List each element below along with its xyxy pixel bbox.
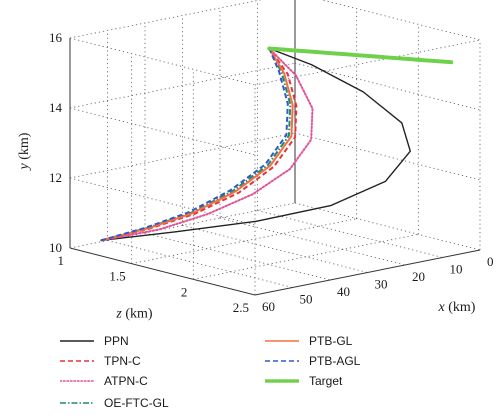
z-axis-label: z (km) — [115, 307, 153, 322]
legend-label: TPN-C — [104, 354, 141, 368]
x-tick-label: 20 — [412, 269, 425, 284]
legend-item: Target — [265, 372, 342, 390]
legend-label: OE-FTC-GL — [104, 396, 169, 410]
x-gridline — [144, 232, 331, 281]
series-line-ptb-gl — [100, 47, 294, 242]
legend-item: ATPN-C — [60, 372, 148, 390]
x-gridline — [219, 217, 406, 266]
legend-swatch — [265, 356, 299, 366]
grid-line — [69, 0, 263, 39]
chart-legend: PPN TPN-C ATPN-C OE-FTC-GL PTB-GL PTB-AGL Targ… — [0, 328, 500, 418]
y-tick-label: 14 — [49, 100, 63, 115]
legend-label: ATPN-C — [104, 374, 148, 388]
legend-swatch — [265, 336, 299, 346]
z-axis-line — [69, 247, 256, 296]
legend-swatch — [60, 376, 94, 386]
legend-label: PPN — [104, 334, 129, 348]
series-line-atpn-c — [100, 47, 314, 242]
y-axis-label: y (km) — [17, 132, 32, 171]
legend-item: PTB-GL — [265, 332, 352, 350]
grid-line — [69, 37, 256, 86]
grid-line — [320, 0, 481, 41]
chart-3d-plot: 10 12 14 16 1 1.5 2 2.5 0 10 20 30 40 50 60 y (km) z (km… — [17, 0, 494, 322]
z-tick-label: 2 — [181, 284, 188, 299]
x-gridline — [257, 210, 443, 258]
series-line-target — [267, 46, 454, 65]
z-gridline — [131, 218, 357, 265]
y-gridline — [69, 132, 296, 179]
grid-line — [254, 39, 481, 86]
legend-swatch — [265, 376, 299, 386]
x-tick-label: 10 — [450, 262, 463, 277]
legend-label: Target — [309, 374, 343, 388]
z-gridline — [193, 233, 419, 280]
legend-item: TPN-C — [60, 352, 141, 370]
x-axis-line — [254, 249, 481, 296]
z-tick-label: 1.5 — [109, 269, 125, 284]
series-line-ppn — [101, 47, 411, 242]
y-gridline — [69, 177, 256, 226]
x-tick-label: 40 — [337, 284, 350, 299]
legend-item: PTB-AGL — [265, 352, 360, 370]
y-gridline — [294, 132, 481, 181]
y-tick-label: 16 — [49, 30, 63, 45]
grid-line — [294, 202, 481, 251]
y-gridline — [69, 107, 256, 156]
legend-item: OE-FTC-GL — [60, 394, 169, 412]
x-tick-label: 60 — [262, 299, 275, 314]
legend-label: PTB-AGL — [309, 354, 361, 368]
y-tick-label: 12 — [49, 170, 62, 185]
y-tick-label: 10 — [49, 240, 62, 255]
legend-swatch — [60, 398, 94, 408]
legend-label: PTB-GL — [309, 334, 353, 348]
y-gridline — [69, 62, 296, 109]
legend-swatch — [60, 336, 94, 346]
legend-swatch — [60, 356, 94, 366]
x-gridline — [107, 240, 293, 288]
x-tick-label: 30 — [375, 277, 388, 292]
z-tick-label: 2.5 — [233, 300, 249, 315]
x-tick-label: 0 — [487, 254, 494, 269]
z-tick-label: 1 — [58, 253, 65, 268]
x-axis-label: x (km) — [438, 300, 476, 315]
series-line-tpn-c — [100, 47, 298, 242]
legend-item: PPN — [60, 332, 129, 350]
x-gridline — [182, 225, 368, 273]
x-tick-label: 50 — [300, 292, 313, 307]
